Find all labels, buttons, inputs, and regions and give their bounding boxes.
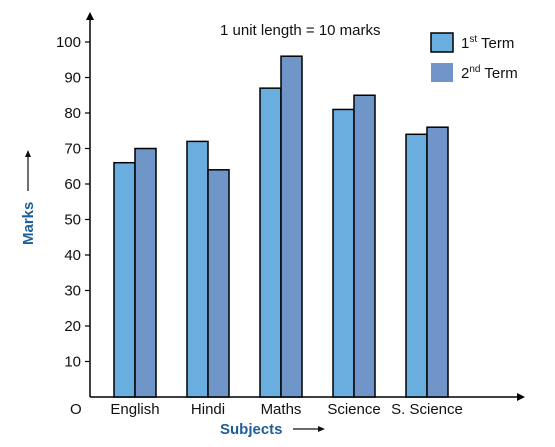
legend-label-1st-term: 1st Term [461, 34, 514, 52]
x-category-label: S. Science [391, 401, 463, 418]
y-ticks: 10 20 30 40 50 60 70 80 90 100 [56, 34, 90, 371]
y-tick-label: 40 [64, 247, 81, 264]
bar [207, 169, 230, 398]
y-tick-label: 100 [56, 34, 81, 51]
legend-label-1st-term-base: 1 [461, 35, 469, 52]
bar [426, 126, 449, 398]
x-axis-title-text: Subjects [220, 421, 283, 438]
legend-label-2nd-term-base: 2 [461, 65, 469, 82]
legend-item-1: 1st Term [430, 32, 514, 53]
y-axis-title-arrow-head [25, 150, 31, 157]
y-tick-label: 30 [64, 283, 81, 300]
bar [113, 161, 136, 398]
bar [280, 55, 303, 398]
bar [405, 133, 428, 398]
y-axis-title: Marks [20, 150, 37, 245]
x-category-label: Hindi [191, 401, 225, 418]
legend: 1st Term 2nd Term [430, 32, 518, 82]
legend-swatch-1st-term [430, 32, 454, 53]
y-tick-label: 60 [64, 176, 81, 193]
y-tick-label: 70 [64, 141, 81, 158]
bar [186, 140, 209, 398]
y-tick-label: 50 [64, 212, 81, 229]
bar [332, 108, 355, 398]
x-axis-title: Subjects [220, 421, 325, 438]
legend-item-2: 2nd Term [431, 63, 518, 82]
bar [353, 94, 376, 398]
scale-annotation: 1 unit length = 10 marks [220, 22, 381, 39]
legend-label-2nd-term-rest: Term [480, 65, 517, 82]
x-category-label: English [110, 401, 159, 418]
y-axis-arrow [86, 12, 94, 20]
legend-label-2nd-term: 2nd Term [461, 64, 518, 82]
y-axis-title-text: Marks [20, 202, 37, 245]
y-tick-label: 20 [64, 318, 81, 335]
y-tick-label: 90 [64, 70, 81, 87]
x-category-labels: English Hindi Maths Science S. Science [110, 401, 462, 418]
x-axis-arrow [517, 393, 525, 401]
y-tick-label: 10 [64, 354, 81, 371]
x-category-label: Maths [261, 401, 302, 418]
bar [134, 147, 157, 398]
legend-label-1st-term-rest: Term [477, 35, 514, 52]
bar [259, 87, 282, 398]
legend-label-1st-term-sup: st [469, 34, 477, 45]
origin-label: O [70, 401, 82, 418]
x-category-label: Science [327, 401, 380, 418]
legend-swatch-2nd-term [431, 63, 453, 82]
x-axis-title-arrow-head [318, 426, 325, 432]
y-tick-label: 80 [64, 105, 81, 122]
legend-label-2nd-term-sup: nd [469, 64, 480, 75]
bars [113, 55, 449, 398]
